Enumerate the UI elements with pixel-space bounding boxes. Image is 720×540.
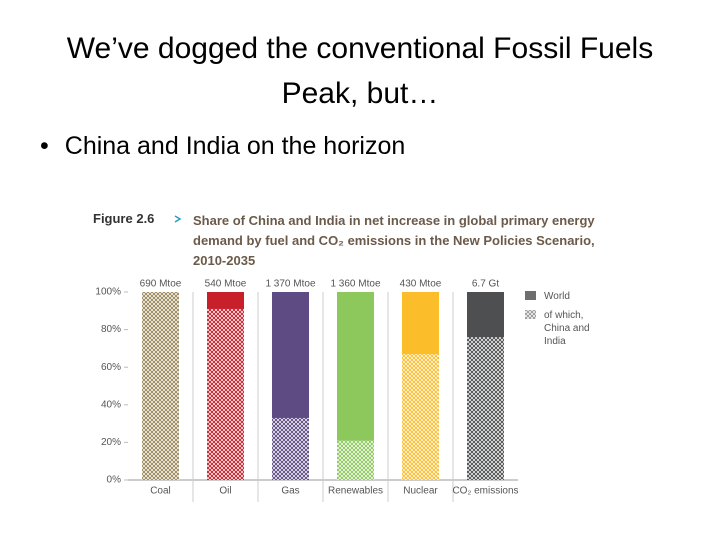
bullet-list: China and India on the horizon bbox=[40, 132, 406, 161]
x-tick-label: Nuclear bbox=[403, 486, 438, 497]
top-label: 1 370 Mtoe bbox=[265, 279, 315, 290]
top-label: 430 Mtoe bbox=[400, 279, 442, 290]
bar bbox=[402, 354, 439, 480]
legend-label: World bbox=[544, 291, 570, 302]
top-label: 1 360 Mtoe bbox=[330, 279, 380, 290]
legend-swatch bbox=[525, 310, 536, 319]
chart-title: Share of China and India in net increase… bbox=[193, 213, 595, 268]
x-tick-label: Oil bbox=[219, 486, 231, 497]
bullet: China and India on the horizon bbox=[40, 132, 406, 161]
y-tick-label: 60% bbox=[101, 362, 121, 373]
bar bbox=[142, 292, 179, 480]
figure-label: Figure 2.6 bbox=[93, 211, 155, 226]
legend-swatch bbox=[525, 291, 536, 300]
bar bbox=[272, 417, 309, 480]
y-tick-label: 40% bbox=[101, 399, 121, 410]
bar bbox=[467, 337, 504, 480]
legend-label: of which, China and India bbox=[544, 310, 590, 347]
y-tick-label: 100% bbox=[95, 287, 121, 298]
x-tick-label: Renewables bbox=[328, 486, 383, 497]
top-label: 690 Mtoe bbox=[140, 279, 182, 290]
bar bbox=[207, 308, 244, 480]
y-tick-label: 20% bbox=[101, 437, 121, 448]
x-tick-label: Gas bbox=[281, 486, 299, 497]
x-tick-label: CO₂ emissions bbox=[452, 486, 518, 497]
x-tick-label: Coal bbox=[150, 486, 171, 497]
y-tick-label: 0% bbox=[107, 475, 122, 486]
y-tick-label: 80% bbox=[101, 324, 121, 335]
arrow-icon bbox=[174, 215, 182, 223]
top-label: 540 Mtoe bbox=[205, 279, 247, 290]
top-label: 6.7 Gt bbox=[472, 279, 499, 290]
bar bbox=[337, 440, 374, 480]
slide-title: We’ve dogged the conventional Fossil Fue… bbox=[66, 32, 654, 110]
